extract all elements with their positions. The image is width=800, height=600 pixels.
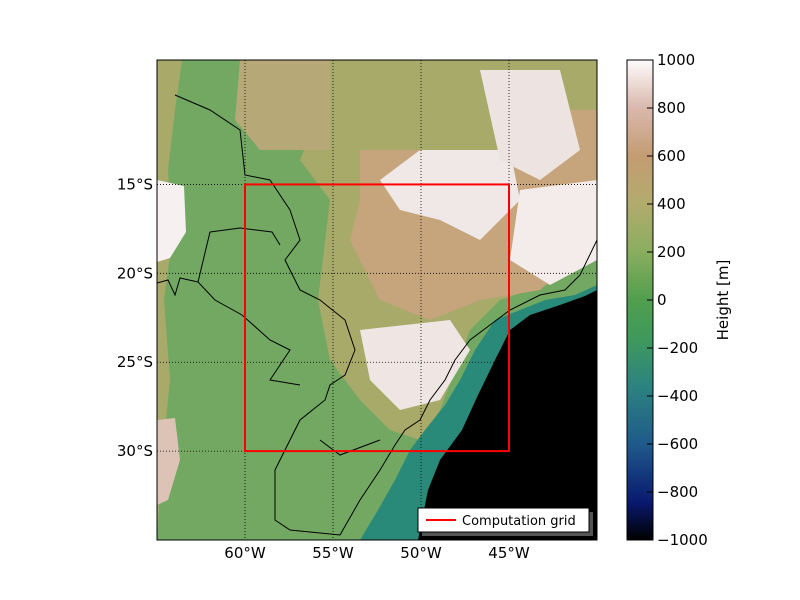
x-tick-label: 60°W: [224, 544, 266, 562]
colorbar-tick-label: −600: [657, 435, 698, 453]
colorbar-tick-label: 400: [657, 195, 686, 213]
x-tick-label: 55°W: [312, 544, 354, 562]
andes-peaks: [157, 180, 186, 262]
highland-peaks-1: [380, 150, 520, 240]
colorbar-tick-label: −200: [657, 339, 698, 357]
x-tick-labels: 60°W 55°W 50°W 45°W: [224, 544, 530, 562]
highland-peaks-3: [360, 320, 470, 410]
colorbar-tick-label: −400: [657, 387, 698, 405]
computation-grid-box: [244, 183, 510, 453]
y-tick-label: 30°S: [117, 442, 153, 460]
x-tick-label: 50°W: [400, 544, 442, 562]
highland-peaks-4: [510, 180, 597, 285]
legend-entry: Computation grid: [462, 514, 576, 529]
highland-peaks-2: [480, 70, 580, 180]
ocean: [418, 290, 597, 540]
y-tick-label: 25°S: [117, 353, 153, 371]
colorbar-tick-label: −800: [657, 483, 698, 501]
colorbar: 1000 800 600 400 200 0 −200 −400 −600 −800 −1000 H…: [626, 51, 732, 549]
borders: [157, 94, 597, 536]
andes-south: [157, 418, 180, 505]
y-tick-label: 20°S: [117, 264, 153, 282]
colorbar-tick-label: 0: [657, 291, 667, 309]
y-tick-label: 15°S: [117, 175, 153, 193]
colorbar-tick-label: 600: [657, 147, 686, 165]
colorbar-tick-label: −1000: [657, 531, 708, 549]
colorbar-tick-label: 800: [657, 99, 686, 117]
y-tick-labels: 15°S 20°S 25°S 30°S: [117, 175, 153, 460]
colorbar-tick-label: 1000: [657, 51, 695, 69]
map-panel: [157, 60, 597, 540]
legend: Computation grid: [417, 507, 593, 536]
northern-highland: [235, 60, 330, 150]
colorbar-label: Height [m]: [714, 260, 732, 341]
x-tick-label: 45°W: [488, 544, 530, 562]
colorbar-ticks: 1000 800 600 400 200 0 −200 −400 −600 −800 −1000: [647, 51, 708, 549]
map-frame: [156, 59, 598, 541]
colorbar-tick-label: 200: [657, 243, 686, 261]
